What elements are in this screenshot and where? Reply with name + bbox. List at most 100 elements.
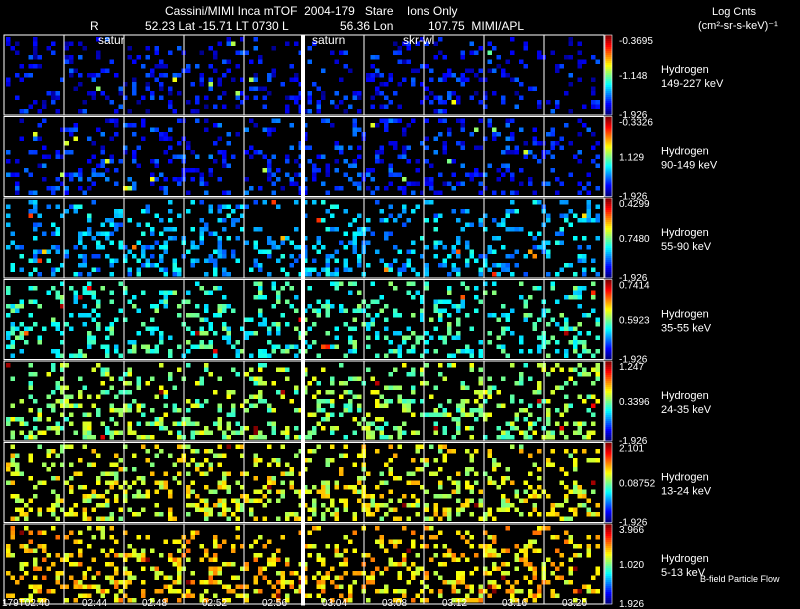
heatmap-cell — [235, 340, 240, 345]
heatmap-cell — [487, 571, 492, 576]
heatmap-cell — [564, 263, 569, 268]
heatmap-cell — [132, 340, 137, 345]
heatmap-cell — [451, 417, 456, 422]
heatmap-cell — [375, 159, 380, 164]
heatmap-cell — [447, 363, 452, 368]
heatmap-cell — [289, 123, 294, 128]
heatmap-cell — [186, 145, 191, 150]
heatmap-cell — [510, 426, 515, 431]
heatmap-cell — [204, 430, 209, 435]
heatmap-cell — [109, 290, 114, 295]
heatmap-cell — [550, 335, 555, 340]
heatmap-cell — [186, 349, 191, 354]
heatmap-cell — [123, 566, 128, 571]
heatmap-cell — [528, 562, 533, 567]
colorbar-segment — [605, 588, 612, 591]
heatmap-cell — [397, 59, 402, 64]
heatmap-cell — [87, 526, 92, 531]
colorbar-segment — [605, 252, 612, 255]
heatmap-cell — [82, 353, 87, 358]
heatmap-cell — [267, 163, 272, 168]
heatmap-cell — [118, 240, 123, 245]
heatmap-cell — [577, 258, 582, 263]
heatmap-cell — [406, 335, 411, 340]
heatmap-cell — [159, 64, 164, 69]
colorbar-segment — [605, 126, 612, 129]
heatmap-cell — [204, 485, 209, 490]
heatmap-cell — [321, 95, 326, 100]
heatmap-cell — [294, 512, 299, 517]
heatmap-cell — [60, 385, 65, 390]
heatmap-cell — [69, 507, 74, 512]
heatmap-cell — [87, 544, 92, 549]
colorbar-segment — [605, 244, 612, 247]
heatmap-cell — [199, 200, 204, 205]
heatmap-cell — [55, 204, 60, 209]
heatmap-cell — [550, 593, 555, 598]
heatmap-cell — [235, 526, 240, 531]
heatmap-cell — [132, 598, 137, 603]
heatmap-cell — [141, 290, 146, 295]
heatmap-cell — [190, 109, 195, 114]
panel-species-label: Hydrogen — [661, 309, 709, 321]
heatmap-cell — [118, 222, 123, 227]
colorbar-segment — [605, 57, 612, 60]
heatmap-cell — [96, 589, 101, 594]
heatmap-cell — [375, 154, 380, 159]
heatmap-cell — [195, 258, 200, 263]
heatmap-cell — [537, 159, 542, 164]
heatmap-cell — [199, 177, 204, 182]
heatmap-cell — [69, 204, 74, 209]
time-tick-label: 02:56 — [262, 598, 287, 609]
heatmap-cell — [456, 181, 461, 186]
heatmap-cell — [316, 168, 321, 173]
heatmap-cell — [546, 399, 551, 404]
heatmap-cell — [154, 589, 159, 594]
heatmap-cell — [91, 236, 96, 241]
heatmap-cell — [595, 363, 600, 368]
heatmap-cell — [496, 584, 501, 589]
heatmap-cell — [334, 204, 339, 209]
heatmap-cell — [411, 344, 416, 349]
colorbar-segment — [605, 130, 612, 133]
heatmap-cell — [433, 150, 438, 155]
heatmap-cell — [213, 489, 218, 494]
heatmap-cell — [15, 417, 20, 422]
heatmap-cell — [114, 258, 119, 263]
heatmap-cell — [28, 272, 33, 277]
heatmap-cell — [303, 566, 308, 571]
heatmap-cell — [258, 281, 263, 286]
colorbar-segment — [605, 276, 612, 279]
heatmap-cell — [163, 73, 168, 78]
heatmap-cell — [127, 186, 132, 191]
heatmap-cell — [69, 462, 74, 467]
colorbar-segment — [605, 580, 612, 583]
colorbar-segment — [605, 460, 612, 463]
heatmap-cell — [402, 145, 407, 150]
heatmap-cell — [514, 381, 519, 386]
time-tick-label: 02:48 — [142, 598, 167, 609]
heatmap-cell — [82, 322, 87, 327]
heatmap-cell — [105, 353, 110, 358]
heatmap-cell — [163, 485, 168, 490]
heatmap-cell — [330, 412, 335, 417]
heatmap-cell — [73, 136, 78, 141]
heatmap-cell — [591, 489, 596, 494]
heatmap-cell — [163, 64, 168, 69]
heatmap-cell — [60, 403, 65, 408]
heatmap-cell — [546, 372, 551, 377]
heatmap-cell — [285, 512, 290, 517]
heatmap-cell — [195, 304, 200, 309]
heatmap-cell — [555, 64, 560, 69]
heatmap-cell — [397, 154, 402, 159]
legend-units: (cm²-sr-s-keV)⁻¹ — [698, 20, 778, 32]
heatmap-cell — [141, 403, 146, 408]
heatmap-cell — [15, 186, 20, 191]
heatmap-cell — [37, 109, 42, 114]
colorbar-segment — [605, 377, 612, 380]
heatmap-cell — [6, 363, 11, 368]
heatmap-cell — [294, 77, 299, 82]
heatmap-cell — [231, 589, 236, 594]
heatmap-cell — [402, 421, 407, 426]
heatmap-cell — [411, 544, 416, 549]
